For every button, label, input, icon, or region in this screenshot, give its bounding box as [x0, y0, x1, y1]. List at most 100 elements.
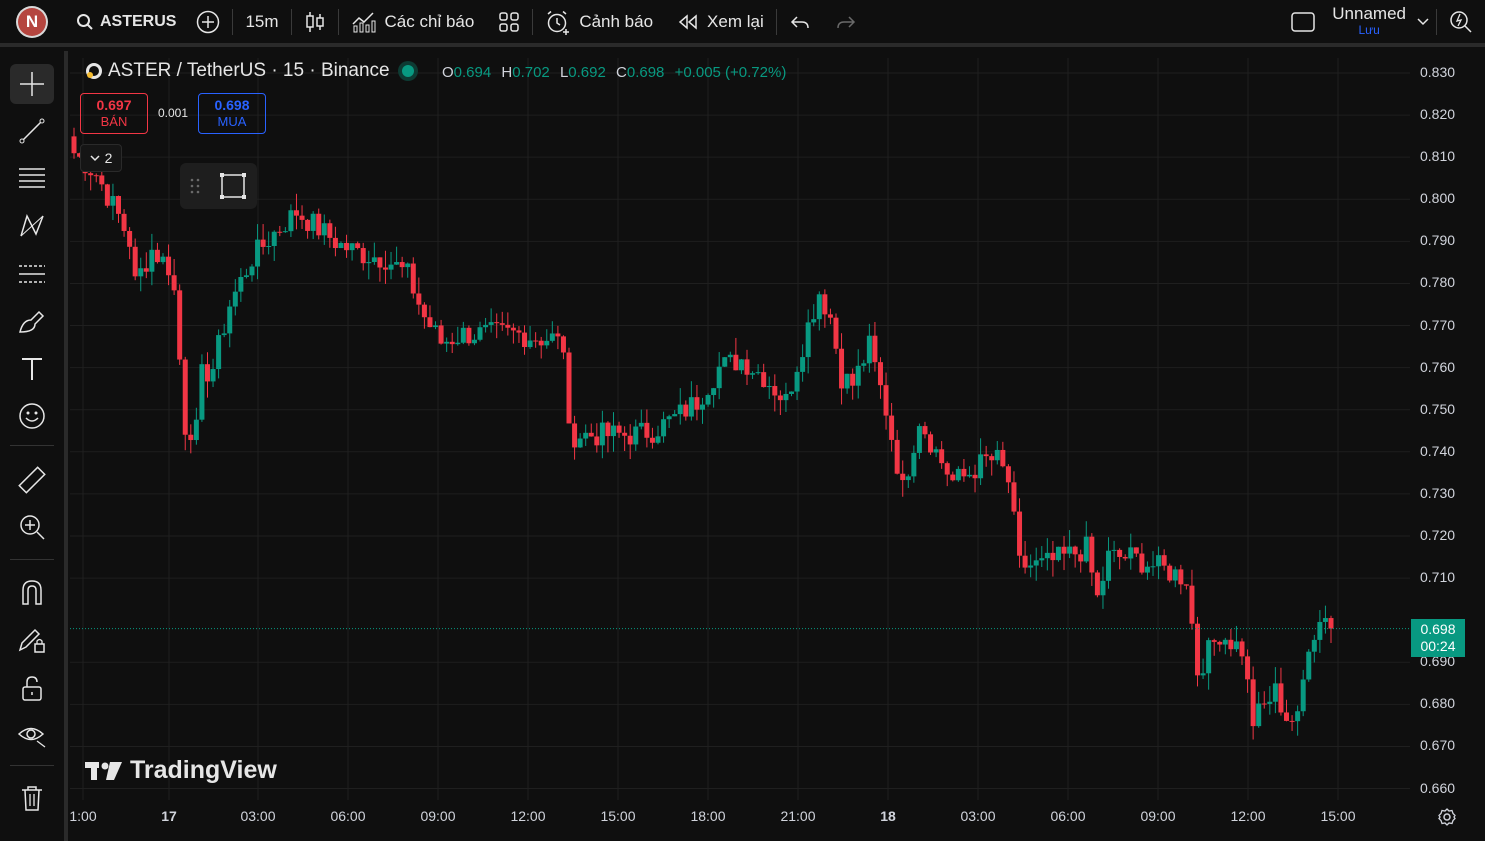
candles-icon [305, 11, 324, 32]
trend-line-tool[interactable] [10, 111, 54, 151]
indicators-button[interactable]: Các chỉ báo [339, 0, 487, 45]
candle-body [783, 393, 789, 401]
separator [532, 8, 534, 35]
candle-body [811, 319, 817, 323]
quick-search-button[interactable] [1437, 0, 1485, 45]
emoji-tool[interactable] [10, 396, 54, 436]
tradingview-wordmark: TradingView [130, 756, 277, 784]
open-label: O [442, 64, 454, 81]
redo-icon [836, 15, 855, 28]
candle-body [115, 196, 121, 214]
candle-body [916, 426, 922, 453]
candle-body [449, 341, 455, 345]
candle-body [121, 213, 127, 231]
separator [775, 8, 777, 35]
templates-button[interactable] [486, 0, 532, 45]
time-tick-label: 03:00 [240, 808, 276, 824]
text-tool[interactable] [10, 349, 54, 389]
candle-body [966, 474, 972, 477]
candle-body [961, 468, 967, 477]
drag-handle-icon[interactable] [190, 177, 200, 195]
candle-body [755, 372, 761, 374]
symbol-title: ASTER / TetherUS · 15 · Binance [108, 60, 390, 81]
candle-body [360, 248, 366, 264]
lock-all-drawings[interactable] [10, 668, 54, 708]
candle-body [1206, 640, 1212, 674]
candle-body [460, 327, 466, 343]
sell-button[interactable]: 0.697 BÁN [80, 93, 148, 134]
compare-symbol-button[interactable] [184, 0, 232, 45]
hide-drawings[interactable] [10, 715, 54, 755]
price-tick-label: 0.800 [1420, 190, 1456, 207]
candle-body [488, 322, 494, 325]
collapse-indicators-button[interactable]: 2 [80, 144, 122, 172]
symbol-search[interactable]: ASTERUS [68, 0, 184, 45]
candle-body [1156, 555, 1162, 567]
candle-body [1033, 560, 1039, 566]
candle-body [989, 456, 995, 461]
layout-toggle-button[interactable] [1278, 0, 1328, 45]
low-label: L [559, 64, 569, 81]
candle-body [405, 263, 411, 268]
user-avatar[interactable]: N [16, 5, 48, 38]
candle-body [1139, 553, 1145, 573]
layout-menu-button[interactable] [1410, 0, 1436, 45]
price-tick-label: 0.660 [1420, 779, 1456, 796]
ruler-tool[interactable] [10, 460, 54, 500]
candle-body [1117, 549, 1123, 557]
candle-body [1295, 711, 1301, 722]
candle-body [138, 268, 144, 277]
candle-body [499, 323, 505, 325]
candle-body [1017, 511, 1023, 556]
tradingview-logo[interactable]: TradingView [84, 756, 277, 785]
price-tick-label: 0.680 [1420, 695, 1456, 712]
replay-label: Xem lại [707, 11, 764, 31]
layout-name-button[interactable]: Unnamed Lưu [1328, 0, 1410, 45]
candle-body [777, 395, 783, 401]
candle-body [1089, 536, 1095, 573]
candle-body [672, 414, 678, 417]
alerts-button[interactable]: Cảnh báo [533, 0, 665, 45]
candle-body [933, 449, 939, 453]
candle-body [143, 268, 149, 272]
candle-body [627, 435, 633, 445]
text-icon [22, 358, 42, 380]
time-tick-label: 15:00 [600, 808, 636, 824]
candle-body [644, 422, 650, 438]
separator [10, 445, 54, 446]
replay-button[interactable]: Xem lại [665, 0, 776, 45]
fib-tool[interactable] [10, 158, 54, 198]
select-rectangle-icon[interactable] [218, 171, 248, 201]
pattern-tool[interactable] [10, 206, 54, 246]
candle-body [1195, 623, 1201, 676]
candle-body [700, 404, 705, 410]
candle-body [1106, 550, 1112, 581]
candle-body [433, 325, 439, 328]
candle-body [638, 422, 644, 427]
settings-gear-icon[interactable] [1437, 807, 1457, 827]
zoom-in-tool[interactable] [10, 507, 54, 547]
candle-body [1267, 701, 1273, 704]
candle-body [1161, 555, 1167, 566]
chart-type-button[interactable] [292, 0, 338, 45]
magnet-tool[interactable] [10, 572, 54, 612]
candle-body [366, 262, 372, 264]
candle-body [583, 432, 589, 439]
buy-button[interactable]: 0.698 MUA [198, 93, 266, 134]
forecast-tool[interactable] [10, 254, 54, 294]
save-label: Lưu [1358, 22, 1380, 37]
lock-drawing-mode[interactable] [10, 620, 54, 660]
candle-body [104, 184, 110, 206]
remove-drawings[interactable] [10, 778, 54, 818]
undo-button[interactable] [777, 0, 823, 45]
redo-button[interactable] [823, 0, 869, 45]
time-tick-label: 09:00 [1140, 808, 1176, 824]
candle-body [649, 437, 655, 443]
candle-body [1039, 558, 1045, 561]
interval-button[interactable]: 15m [233, 0, 290, 45]
separator [290, 8, 292, 35]
crosshair-tool[interactable] [10, 64, 54, 104]
brush-tool[interactable] [10, 302, 54, 342]
symbol-legend[interactable]: ASTER / TetherUS · 15 · Binance [84, 60, 414, 82]
